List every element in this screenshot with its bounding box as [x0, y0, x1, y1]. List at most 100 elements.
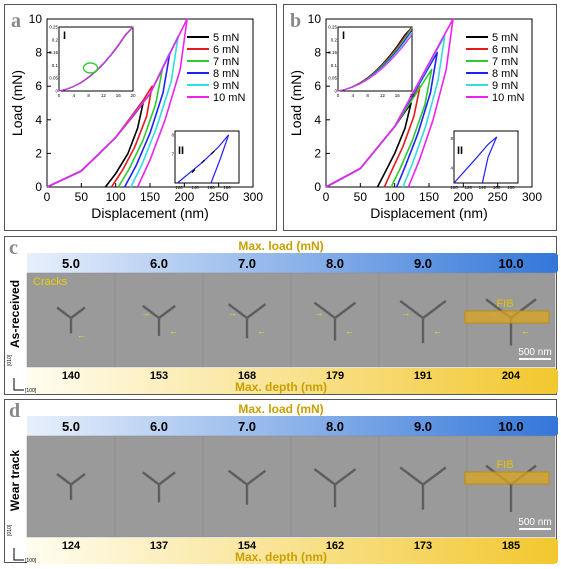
x-axis-label: Displacement (nm) [370, 205, 487, 221]
depth-value: 179 [326, 370, 344, 382]
max-load-title: Max. load (mN) [238, 239, 323, 253]
y-tick-label: 2 [35, 146, 42, 160]
legend-entry: 5 mN [213, 32, 239, 44]
depth-value: 168 [238, 370, 256, 382]
inset-I-highlight-circle [82, 62, 99, 74]
inset-I-ytick: 0.2 [331, 37, 338, 42]
load-value: 9.0 [414, 256, 432, 271]
x-tick-label: 300 [522, 190, 542, 204]
sem-row-c-svg: c Max. load (mN) 5.0 6.0 → ← 7.0 → ← 8.0 → ← 9.0 → ← 10… [7, 237, 561, 394]
crack-arrow-icon: ← [77, 330, 86, 340]
legend-entry: 7 mN [213, 56, 239, 68]
y-tick-label: 6 [35, 79, 42, 93]
panel-letter-a: a [11, 10, 21, 32]
inset-II-xtick: 100 [450, 185, 458, 190]
inset-I-frame [337, 26, 413, 92]
depth-value: 185 [502, 540, 520, 552]
crack-arrow-icon: → [315, 308, 324, 318]
pop-in-marker [201, 159, 206, 164]
fib-region [464, 310, 550, 324]
inset-I-ytick: 0.15 [49, 50, 58, 55]
series-line-10-mN [325, 18, 454, 188]
max-load-title: Max. load (mN) [238, 402, 323, 416]
pop-in-marker [210, 150, 215, 155]
inset-II-unloading [210, 134, 230, 184]
depth-value: 140 [62, 370, 80, 382]
y-tick-label: 2 [314, 146, 321, 160]
inset-I-ytick: 0.25 [49, 25, 58, 30]
inset-II-loading [177, 134, 230, 184]
orientation-axes-icon [13, 548, 24, 561]
legend-entry: 10 mN [492, 92, 524, 104]
legend-entry: 6 mN [492, 44, 518, 56]
x-axis-label: Displacement (nm) [91, 205, 208, 221]
inset-II-xtick: 120 [175, 185, 183, 190]
x-tick-label: 200 [453, 190, 473, 204]
inset-II-xtick: 180 [223, 185, 231, 190]
y-tick-label: 4 [35, 113, 42, 127]
depth-value: 154 [238, 540, 257, 552]
load-value: 8.0 [326, 419, 344, 434]
indent-mark [56, 473, 86, 500]
crack-arrow-icon: → [141, 308, 150, 318]
inset-II-xtick: 120 [464, 185, 472, 190]
depth-arrow [27, 538, 561, 564]
legend-entry: 5 mN [492, 32, 518, 44]
indent-mark [399, 466, 447, 510]
inset-II-xtick: 160 [493, 185, 501, 190]
inset-I-frame [58, 26, 134, 92]
load-value: 7.0 [238, 256, 256, 271]
y-tick-label: 4 [314, 113, 321, 127]
inset-II-ytick: 8 [171, 132, 174, 137]
inset-I-label: I [63, 30, 66, 42]
crack-arrow-icon: → [228, 308, 237, 318]
x-tick-label: 250 [209, 190, 229, 204]
inset-II-label: II [457, 145, 463, 157]
legend-entry: 6 mN [213, 44, 239, 56]
x-tick-label: 50 [75, 190, 89, 204]
panel-letter-c: c [9, 237, 18, 259]
x-tick-label: 100 [106, 190, 126, 204]
y-axis-label: Load (mN) [288, 70, 304, 136]
fib-label: FIB [496, 459, 513, 471]
legend-entry: 7 mN [492, 56, 518, 68]
x-tick-label: 0 [44, 190, 51, 204]
legend-entry: 9 mN [213, 80, 239, 92]
load-value: 5.0 [62, 256, 80, 271]
inset-I-ytick: 0.05 [328, 76, 337, 81]
fib-region [464, 471, 550, 485]
x-tick-label: 0 [323, 190, 330, 204]
depth-value: 204 [502, 370, 521, 382]
inset-II-ytick: 8 [450, 136, 453, 141]
crack-arrow-icon: → [401, 308, 410, 318]
inset-II-frame [453, 130, 519, 184]
panel-letter-d: d [9, 400, 20, 422]
inset-I-ytick: 0.25 [328, 25, 337, 30]
load-value: 6.0 [150, 419, 168, 434]
crack-arrow-icon: ← [169, 326, 178, 336]
pop-in-marker [191, 169, 196, 173]
sem-row-d-svg: d Max. load (mN) 5.0 6.0 7.0 8.0 9.0 10.0 FIB 500… [7, 400, 561, 564]
panel-d: d Max. load (mN) 5.0 6.0 7.0 8.0 9.0 10.0 FIB 500… [4, 399, 561, 564]
inset-II-label: II [178, 145, 184, 157]
max-depth-title: Max. depth (nm) [235, 380, 327, 394]
inset-I-ytick: 0.15 [328, 50, 337, 55]
y-axis-label: Load (mN) [9, 70, 25, 136]
inset-I-xtick: 20 [130, 93, 136, 98]
indent-mark [142, 471, 176, 503]
indent-mark [313, 301, 357, 341]
x-tick-label: 100 [385, 190, 405, 204]
inset-I-ytick: 0 [334, 89, 337, 94]
depth-value: 137 [150, 540, 168, 552]
load-arrow [27, 416, 561, 436]
x-tick-label: 200 [174, 190, 194, 204]
inset-II-frame [174, 130, 240, 184]
panel-c: c Max. load (mN) 5.0 6.0 → ← 7.0 → ← 8.0 → ← 9.0 → ← 10… [4, 236, 561, 395]
load-value: 10.0 [498, 419, 523, 434]
series-line-6-mN [46, 85, 153, 188]
inset-II-xtick: 160 [207, 185, 215, 190]
depth-value: 191 [414, 370, 432, 382]
series-line-5-mN [325, 102, 412, 188]
inset-I-xtick: 12 [380, 93, 386, 98]
